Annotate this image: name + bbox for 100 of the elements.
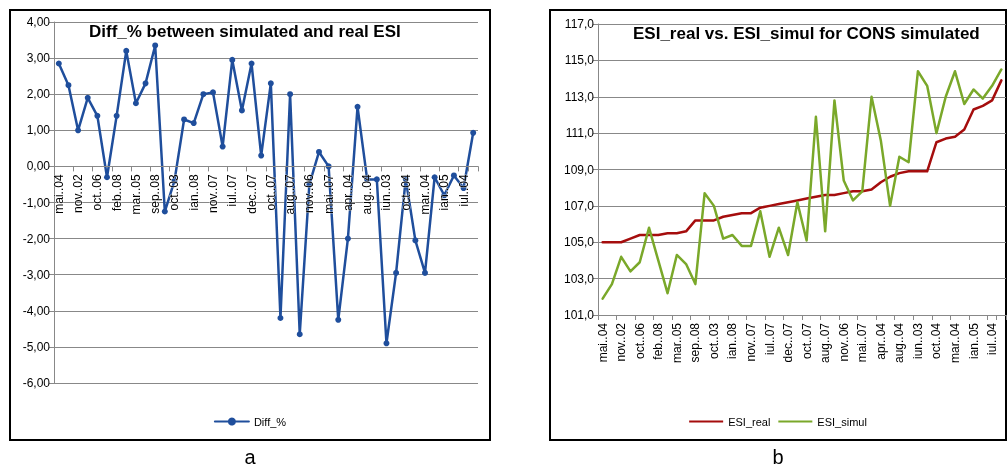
x-tick-label: oct..04 bbox=[929, 322, 944, 360]
x-tick-label: nov..02 bbox=[614, 322, 629, 362]
x-tick-label: apr..04 bbox=[340, 174, 355, 212]
point bbox=[258, 152, 265, 159]
point bbox=[238, 107, 245, 114]
point bbox=[152, 42, 159, 49]
x-tick-label: mar..04 bbox=[418, 174, 432, 215]
point bbox=[383, 340, 390, 347]
point bbox=[104, 174, 110, 181]
point bbox=[229, 56, 236, 63]
point bbox=[200, 91, 207, 98]
x-tick-label: iul..07 bbox=[762, 322, 777, 356]
y-tick-label: -3,00 bbox=[22, 267, 51, 282]
point bbox=[296, 331, 303, 338]
text: b bbox=[772, 446, 784, 468]
point bbox=[316, 148, 322, 155]
x-tick-label: dec..07 bbox=[781, 322, 796, 363]
y-tick-label: 3,00 bbox=[26, 51, 51, 66]
y-tick-label: 117,0 bbox=[564, 17, 595, 31]
x-tick-label: oct..03 bbox=[167, 174, 182, 211]
x-tick-label: sep..08 bbox=[688, 322, 703, 363]
point bbox=[55, 60, 62, 67]
x-tick-label: mar..04 bbox=[948, 322, 962, 364]
x-tick-label: nov..07 bbox=[206, 174, 220, 213]
point bbox=[431, 174, 438, 181]
x-tick-label: aug..04 bbox=[892, 322, 907, 364]
point bbox=[75, 127, 82, 134]
x-tick-label: ian..08 bbox=[186, 174, 201, 211]
point bbox=[354, 103, 361, 110]
x-tick-label: mai..07 bbox=[321, 174, 336, 214]
y-tick-label: 0,00 bbox=[26, 159, 51, 174]
y-tick-label: -6,00 bbox=[22, 376, 51, 390]
x-tick-label: mar..05 bbox=[128, 174, 143, 215]
y-tick-label: 109,0 bbox=[563, 162, 595, 177]
x-tick-label: aug..07 bbox=[818, 322, 833, 364]
line-series bbox=[601, 79, 1003, 244]
x-tick-label: feb..08 bbox=[651, 322, 666, 360]
x-tick-label: mai..04 bbox=[595, 322, 610, 363]
point bbox=[65, 82, 72, 89]
text: a bbox=[244, 446, 257, 468]
x-tick-label: mai..07 bbox=[855, 322, 870, 363]
x-tick-label: oct..07 bbox=[263, 174, 278, 211]
point bbox=[181, 116, 188, 123]
x-tick-label: sep..08 bbox=[148, 174, 163, 214]
x-tick-label: oct..06 bbox=[632, 322, 647, 360]
point bbox=[113, 112, 120, 119]
x-tick-label: iul..04 bbox=[456, 174, 471, 207]
x-tick-label: ian..05 bbox=[966, 322, 981, 360]
legend-label: ESI_real bbox=[728, 415, 771, 428]
x-tick-label: dec..07 bbox=[244, 174, 259, 214]
point bbox=[84, 94, 91, 101]
y-tick-label: -5,00 bbox=[22, 339, 51, 354]
point bbox=[132, 100, 139, 107]
point bbox=[393, 269, 400, 276]
x-tick-label: ian..05 bbox=[437, 174, 452, 211]
point bbox=[412, 237, 419, 244]
y-tick-label: -1,00 bbox=[22, 195, 51, 210]
y-tick-label: 1,00 bbox=[26, 123, 51, 138]
x-tick-label: mai..04 bbox=[51, 174, 66, 214]
y-tick-label: 105,0 bbox=[563, 235, 595, 250]
point bbox=[422, 269, 428, 276]
y-tick-label: -2,00 bbox=[22, 231, 51, 246]
point bbox=[219, 143, 226, 150]
x-tick-label: nov..06 bbox=[302, 174, 317, 213]
y-tick-label: 101,0 bbox=[563, 308, 595, 322]
x-tick-label: iul..07 bbox=[225, 174, 240, 207]
point bbox=[277, 315, 284, 322]
y-tick-label: 115,0 bbox=[564, 53, 595, 68]
x-tick-label: iun..03 bbox=[379, 174, 394, 211]
y-tick-label: 4,00 bbox=[26, 15, 51, 29]
point bbox=[210, 89, 216, 96]
chart-title: ESI_real vs. ESI_simul for CONS simulated bbox=[633, 24, 980, 43]
x-tick-label: apr..04 bbox=[873, 322, 888, 360]
chart-title: Diff_% between simulated and real ESI bbox=[89, 22, 401, 41]
y-tick-label: 2,00 bbox=[26, 87, 51, 102]
x-tick-label: nov..06 bbox=[836, 322, 851, 362]
point bbox=[335, 316, 342, 323]
y-tick-label: 107,0 bbox=[563, 198, 595, 213]
point bbox=[450, 172, 457, 179]
x-tick-label: oct..06 bbox=[90, 174, 105, 211]
x-tick-label: oct..07 bbox=[799, 322, 814, 360]
x-tick-label: mar..05 bbox=[669, 322, 684, 364]
point bbox=[287, 91, 294, 98]
point bbox=[470, 129, 477, 136]
x-tick-label: ian..08 bbox=[725, 322, 740, 360]
line-series bbox=[601, 68, 1003, 300]
y-tick-label: 103,0 bbox=[563, 271, 595, 286]
x-tick-label: aug..07 bbox=[283, 174, 298, 215]
point bbox=[344, 235, 351, 242]
x-tick-label: nov..02 bbox=[71, 174, 86, 213]
point bbox=[267, 80, 274, 87]
y-tick-label: -4,00 bbox=[22, 303, 51, 318]
y-tick-label: 111,0 bbox=[565, 126, 595, 141]
point bbox=[248, 60, 255, 67]
point bbox=[123, 47, 130, 54]
legend-label: ESI_simul bbox=[817, 415, 867, 428]
x-tick-label: iul..04 bbox=[985, 322, 1000, 356]
y-tick-label: 113,0 bbox=[564, 89, 595, 104]
legend-label: Diff_% bbox=[253, 415, 287, 428]
x-tick-label: iun..03 bbox=[910, 322, 925, 360]
